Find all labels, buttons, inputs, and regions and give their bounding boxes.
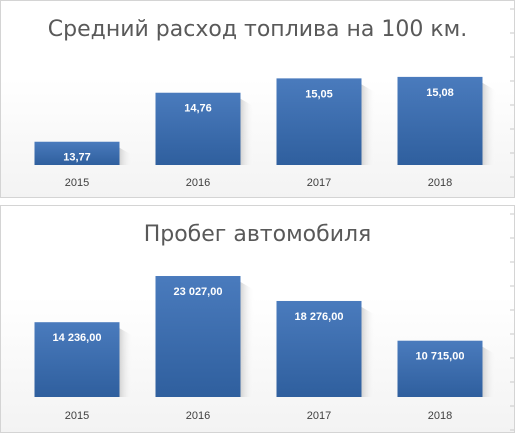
mileage-tick-label-2015: 2015: [65, 410, 89, 422]
mileage-data-label-2018: 10 715,00: [416, 351, 465, 363]
mileage-bar-shadow: [361, 306, 376, 397]
fuel-chart-title: Средний расход топлива на 100 км.: [47, 17, 468, 42]
mileage-data-label-2015: 14 236,00: [53, 332, 102, 344]
mileage-bar-shadow: [240, 282, 255, 397]
mileage-bar-2015: [34, 322, 120, 397]
mileage-data-label-2017: 18 276,00: [295, 311, 344, 323]
fuel-bar-2018: [397, 76, 483, 165]
mileage-bar-2016: [155, 276, 241, 397]
mileage-data-label-2016: 23 027,00: [174, 286, 223, 298]
mileage-tick-label-2018: 2018: [428, 410, 452, 422]
fuel-bar-shadow: [361, 84, 376, 165]
fuel-bar-2017: [276, 78, 362, 165]
mileage-chart-plot: 14 236,00 2015 23 027,00 2016 18 276,00 2017 1…: [34, 213, 514, 431]
mileage-bar-2018: [397, 340, 483, 397]
fuel-data-label-2016: 14,76: [184, 103, 212, 115]
chart-separator: [0, 198, 518, 205]
fuel-bar-2016: [155, 92, 241, 165]
mileage-bar-2017: [276, 300, 362, 397]
mileage-tick-label-2016: 2016: [186, 410, 210, 422]
fuel-chart-panel: Средний расход топлива на 100 км. 13,77 2…: [0, 0, 515, 198]
fuel-bar-shadow: [240, 98, 255, 165]
mileage-tick-label-2017: 2017: [307, 410, 331, 422]
fuel-tick-label-2018: 2018: [428, 177, 452, 189]
fuel-tick-label-2017: 2017: [307, 177, 331, 189]
mileage-chart-panel: Пробег автомобиля 14 236,00 2015 23 027,00…: [0, 205, 515, 433]
fuel-data-label-2018: 15,08: [426, 87, 454, 99]
fuel-tick-label-2016: 2016: [186, 177, 210, 189]
fuel-chart-plot: 13,77 2015 14,76 2016 15,05 2017 15,08 2018: [34, 8, 514, 189]
mileage-bar-shadow: [482, 346, 497, 397]
fuel-bar-shadow: [119, 147, 134, 165]
fuel-bar-2015: [34, 141, 120, 165]
fuel-tick-label-2015: 2015: [65, 177, 89, 189]
mileage-bar-shadow: [119, 328, 134, 397]
mileage-chart-title: Пробег автомобиля: [143, 222, 372, 247]
fuel-bar-shadow: [482, 82, 497, 165]
fuel-data-label-2015: 13,77: [63, 152, 91, 164]
fuel-data-label-2017: 15,05: [305, 88, 333, 100]
